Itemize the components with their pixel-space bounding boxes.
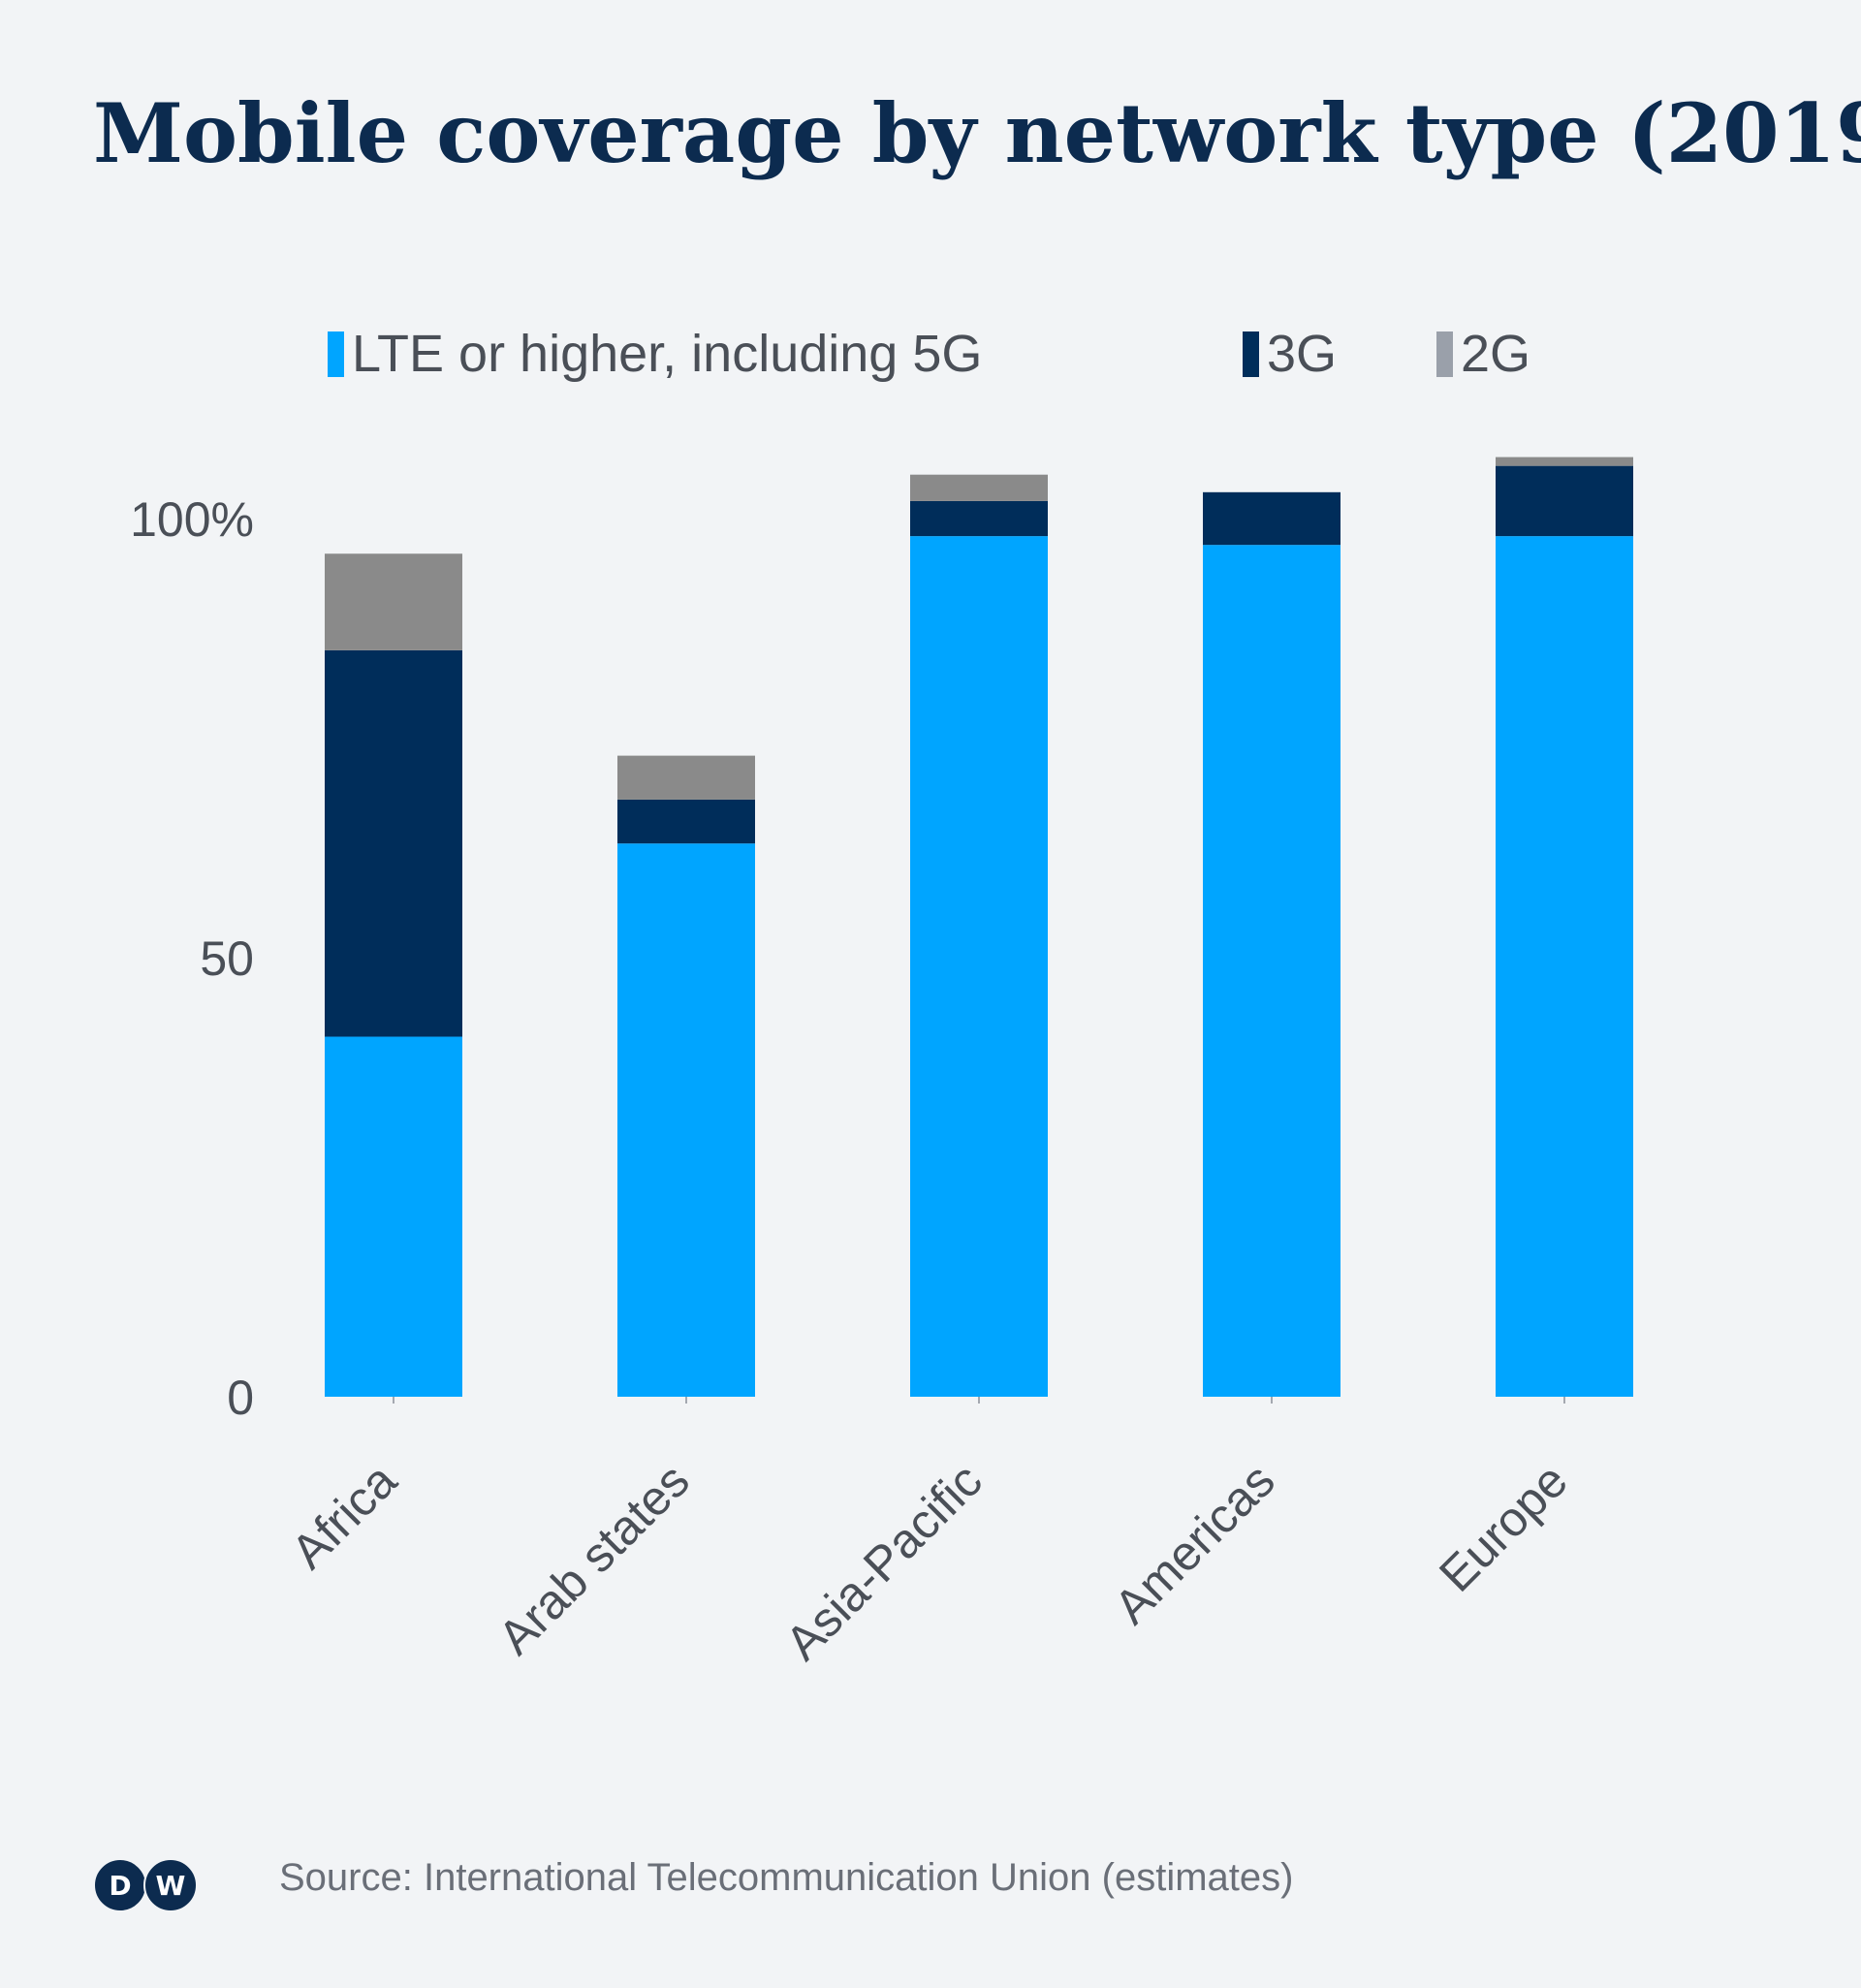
bar-arab-states-2g: [617, 755, 755, 800]
source-note: Source: International Telecommunication …: [279, 1856, 1294, 1899]
x-tick-label: Europe: [1429, 1453, 1578, 1602]
y-tick-label: 50: [200, 931, 254, 986]
x-tick-label: Africa: [281, 1453, 407, 1579]
bar-asia-pacific-lte: [910, 536, 1048, 1397]
dw-logo: D W: [93, 1858, 198, 1912]
y-tick-label: 0: [227, 1371, 254, 1425]
chart-title: Mobile coverage by network type (2019): [93, 85, 1861, 181]
bar-arab-states-3g: [617, 799, 755, 844]
logo-letter-d: D: [93, 1858, 147, 1912]
bar-europe-2g: [1496, 457, 1633, 466]
legend-swatch-2g: [1436, 331, 1453, 377]
bar-europe-lte: [1496, 536, 1633, 1397]
bar-americas-lte: [1203, 545, 1341, 1397]
y-axis: 0 50 100%: [130, 492, 254, 1425]
chart-legend: LTE or higher, including 5G 3G 2G: [0, 325, 1861, 383]
legend-label-3g: 3G: [1267, 325, 1338, 383]
legend-item-3g: 3G: [1243, 325, 1337, 383]
x-axis: Africa Arab states Asia-Pacific Americas Eur…: [281, 1397, 1578, 1670]
bar-africa-3g: [325, 649, 462, 1037]
legend-item-lte: LTE or higher, including 5G: [328, 325, 982, 383]
bar-americas-3g: [1203, 491, 1341, 546]
x-tick-label: Asia-Pacific: [774, 1453, 992, 1670]
bar-africa-lte: [325, 1036, 462, 1397]
x-tick-label: Arab states: [488, 1453, 699, 1664]
bar-arab-states-lte: [617, 843, 755, 1397]
bars-layer: [325, 457, 1633, 1397]
legend-item-2g: 2G: [1436, 325, 1530, 383]
bar-africa-2g: [325, 553, 462, 650]
bar-europe-3g: [1496, 465, 1633, 537]
legend-swatch-lte: [328, 331, 344, 377]
bar-asia-pacific-3g: [910, 500, 1048, 537]
y-tick-label: 100%: [130, 492, 254, 547]
legend-swatch-3g: [1243, 331, 1259, 377]
chart-plot: 0 50 100% Africa Arab states Asia-Pacific Ame…: [130, 457, 1633, 1670]
legend-label-2g: 2G: [1461, 325, 1531, 383]
legend-label-lte: LTE or higher, including 5G: [352, 325, 983, 383]
bar-asia-pacific-2g: [910, 474, 1048, 501]
logo-letter-w: W: [143, 1858, 198, 1912]
x-tick-label: Americas: [1104, 1453, 1285, 1634]
